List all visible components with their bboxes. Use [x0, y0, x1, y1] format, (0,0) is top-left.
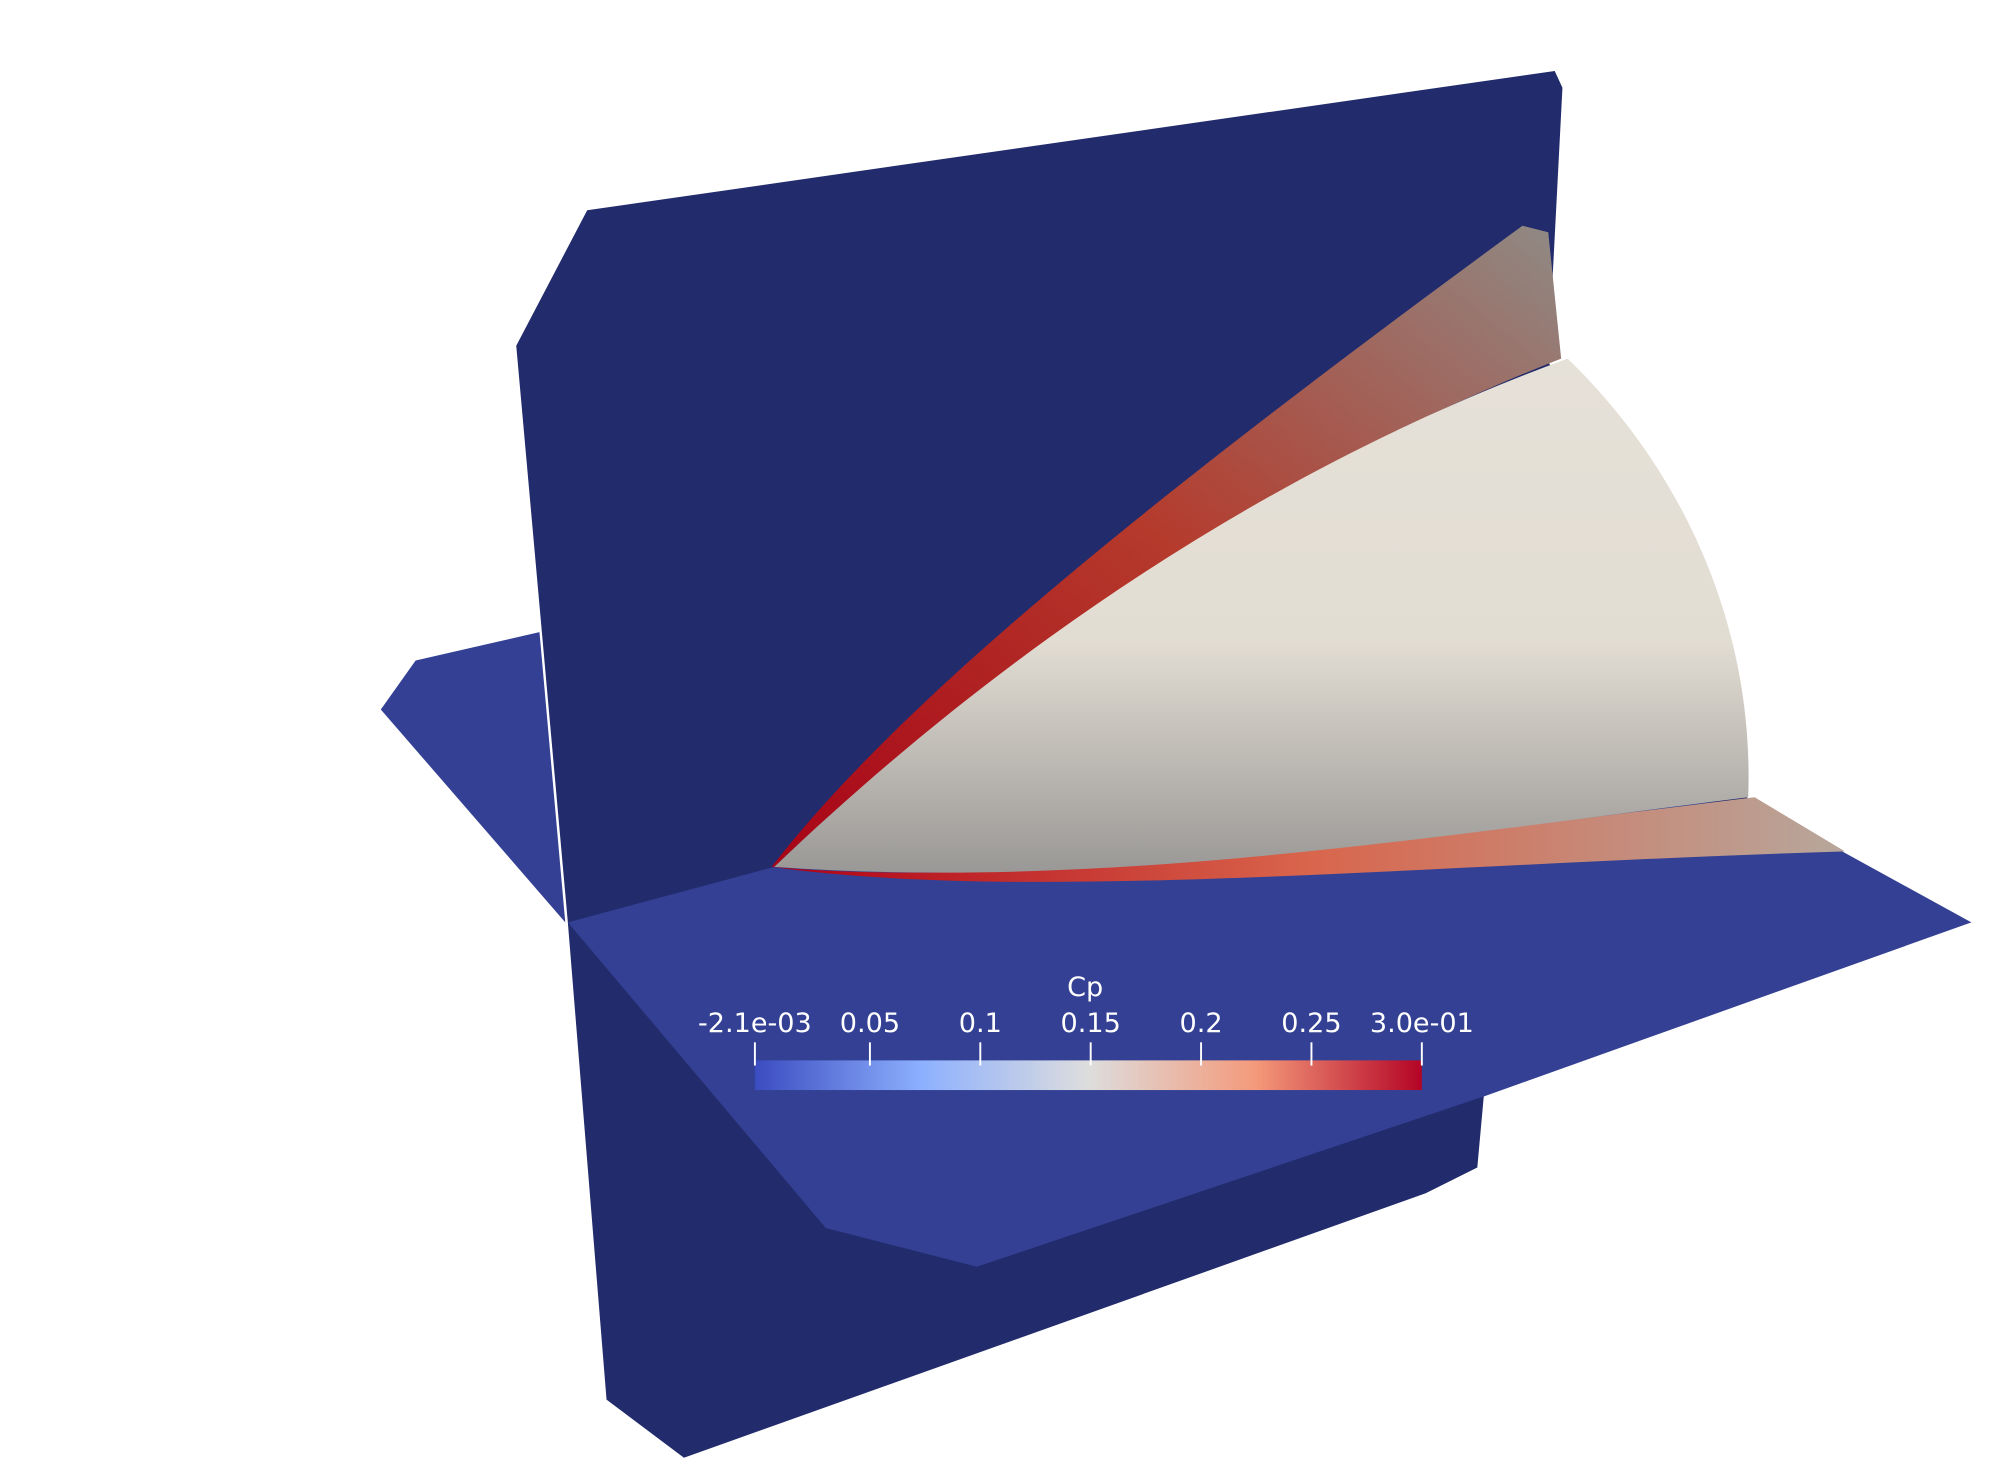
- tick-label: -2.1e-03: [698, 1008, 812, 1039]
- colorbar: Cp -2.1e-03 0.05 0.1 0.15 0.2 0.25 3.0e-01: [698, 972, 1474, 1091]
- tick-label: 0.05: [840, 1008, 900, 1039]
- pressure-band-top: [771, 225, 1562, 867]
- horizontal-plate: [567, 799, 1972, 1267]
- tick-label: 0.15: [1061, 1008, 1121, 1039]
- horizontal-plate-left: [380, 632, 566, 923]
- colorbar-title: Cp: [1067, 972, 1103, 1003]
- tick-label: 0.1: [959, 1008, 1002, 1039]
- tick-label: 0.2: [1180, 1008, 1223, 1039]
- tick-label: 0.25: [1281, 1008, 1341, 1039]
- colorbar-gradient: [754, 1060, 1422, 1091]
- pressure-band-bottom: [771, 797, 1845, 882]
- tick-label: 3.0e-01: [1370, 1008, 1474, 1039]
- cone: [774, 358, 1749, 873]
